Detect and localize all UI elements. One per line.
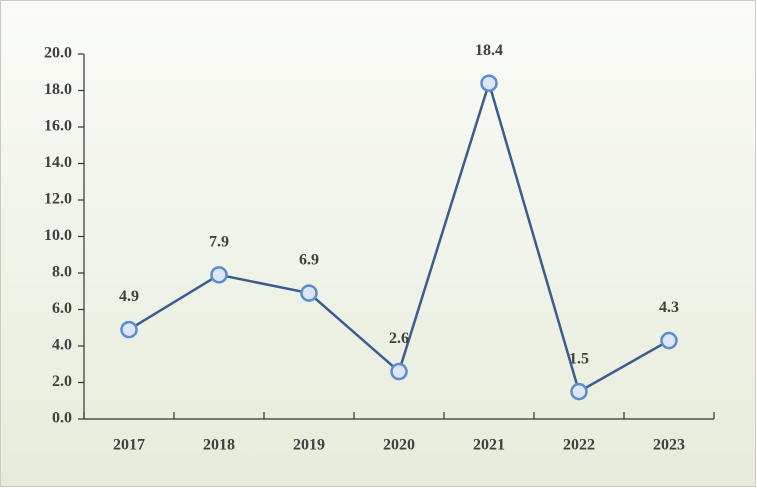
marker xyxy=(210,266,228,284)
y-tick-label: 4.0 xyxy=(52,337,72,354)
data-label: 2.6 xyxy=(389,330,409,347)
y-tick-label: 20.0 xyxy=(44,45,72,62)
marker xyxy=(300,284,318,302)
x-tick-label: 2017 xyxy=(113,437,145,454)
marker xyxy=(480,74,498,92)
y-tick-label: 18.0 xyxy=(44,81,72,98)
data-label: 4.3 xyxy=(659,299,679,316)
y-tick-label: 16.0 xyxy=(44,118,72,135)
data-label: 7.9 xyxy=(209,233,229,250)
y-tick-label: 6.0 xyxy=(52,300,72,317)
x-tick-label: 2018 xyxy=(203,437,235,454)
x-tick-label: 2022 xyxy=(563,437,595,454)
marker xyxy=(120,320,138,339)
marker xyxy=(390,362,408,381)
x-tick-label: 2019 xyxy=(293,437,325,454)
marker xyxy=(570,382,588,401)
y-tick-label: 8.0 xyxy=(52,264,72,281)
y-tick-label: 12.0 xyxy=(44,191,72,208)
data-label: 6.9 xyxy=(299,252,319,269)
y-tick-label: 2.0 xyxy=(52,373,72,390)
data-label: 1.5 xyxy=(569,350,589,367)
y-tick-label: 14.0 xyxy=(44,154,72,171)
y-tick-label: 10.0 xyxy=(44,227,72,244)
data-label: 4.9 xyxy=(119,288,139,305)
x-tick-label: 2023 xyxy=(653,437,685,454)
data-label: 18.4 xyxy=(475,42,503,59)
x-tick-label: 2020 xyxy=(383,437,415,454)
x-tick-label: 2021 xyxy=(473,437,505,454)
y-tick-label: 0.0 xyxy=(52,410,72,427)
marker xyxy=(660,331,678,350)
